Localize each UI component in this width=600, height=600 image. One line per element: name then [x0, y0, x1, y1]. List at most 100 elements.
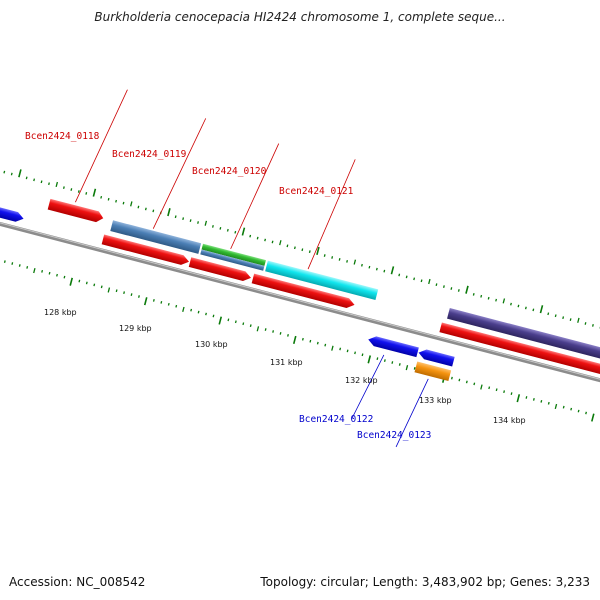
cds-arrow-bcen2424-0122[interactable] — [367, 335, 419, 358]
minor-tick — [70, 188, 73, 191]
minor-tick — [324, 343, 327, 347]
minor-tick — [480, 384, 483, 390]
minor-tick — [33, 178, 36, 182]
minor-tick — [457, 289, 460, 292]
minor-tick — [234, 230, 237, 234]
minor-tick — [249, 324, 252, 328]
minor-tick — [205, 312, 207, 316]
feature-bar-orange[interactable] — [414, 361, 452, 382]
major-tick — [367, 355, 372, 364]
minor-tick — [331, 256, 334, 259]
feature-bar-purple[interactable] — [447, 308, 600, 375]
minor-tick — [361, 353, 364, 357]
minor-tick — [182, 217, 185, 221]
minor-tick — [540, 399, 543, 403]
minor-tick — [562, 316, 565, 320]
gene-label-bcen2424-0122[interactable]: Bcen2424_0122 — [299, 414, 373, 425]
major-tick — [465, 285, 469, 294]
gene-label-bcen2424-0120[interactable]: Bcen2424_0120 — [192, 166, 267, 177]
minor-tick — [391, 361, 394, 364]
minor-tick — [93, 283, 96, 287]
minor-tick — [219, 226, 222, 230]
minor-tick — [532, 308, 535, 312]
gene-label-bcen2424-0123[interactable]: Bcen2424_0123 — [357, 430, 431, 441]
minor-tick — [107, 287, 111, 293]
kbp-label: 130 kbp — [195, 340, 228, 349]
minor-tick — [524, 306, 527, 310]
cds-arrow-bcen2424-0121[interactable] — [251, 273, 356, 310]
reverse-cds-track — [367, 335, 455, 382]
minor-tick — [167, 302, 170, 306]
minor-tick — [138, 295, 140, 298]
feature-bar-green[interactable] — [201, 243, 266, 266]
minor-tick — [413, 366, 416, 370]
minor-tick — [353, 259, 357, 265]
gene-label-bcen2424-0119[interactable]: Bcen2424_0119 — [112, 149, 187, 160]
major-tick — [316, 246, 320, 256]
minor-tick — [77, 190, 80, 193]
minor-tick — [293, 246, 296, 250]
minor-tick — [480, 294, 483, 298]
map-title: Burkholderia cenocepacia HI2424 chromoso… — [94, 10, 506, 24]
minor-tick — [405, 275, 408, 279]
minor-tick — [375, 267, 378, 271]
cds-arrow-bcen2424-0118[interactable] — [47, 198, 105, 224]
feature-bar-cyan[interactable] — [265, 260, 379, 301]
minor-tick — [271, 240, 274, 244]
minor-tick — [323, 254, 326, 257]
minor-tick — [40, 180, 43, 184]
minor-tick — [48, 271, 51, 275]
minor-tick — [279, 240, 282, 246]
minor-tick — [3, 260, 6, 263]
minor-tick — [286, 244, 289, 248]
minor-tick — [383, 269, 386, 273]
cds-arrow-bcen2424-0123[interactable] — [417, 348, 455, 367]
minor-tick — [592, 324, 594, 327]
minor-tick — [55, 181, 59, 188]
cds-arrow-bcen2424-0119[interactable] — [101, 234, 191, 267]
minor-tick — [107, 197, 110, 201]
minor-tick — [85, 281, 88, 285]
gene-label-bcen2424-0121[interactable]: Bcen2424_0121 — [279, 186, 354, 197]
minor-tick — [85, 192, 88, 195]
minor-tick — [115, 289, 118, 293]
cds-arrow[interactable] — [0, 205, 25, 224]
minor-tick — [525, 396, 528, 399]
minor-tick — [160, 300, 163, 304]
major-tick — [292, 335, 297, 345]
minor-tick — [517, 304, 520, 308]
minor-tick — [376, 357, 379, 361]
minor-tick — [577, 317, 580, 323]
minor-tick — [584, 322, 587, 325]
genome-backbone — [0, 186, 600, 420]
kbp-label: 129 kbp — [119, 324, 152, 333]
minor-tick — [405, 365, 409, 371]
feature-bar-steel[interactable] — [110, 220, 202, 254]
major-tick — [92, 188, 97, 197]
minor-tick — [122, 201, 125, 205]
minor-tick — [144, 207, 147, 211]
cds-arrow-bcen2424-0120[interactable] — [188, 257, 252, 283]
feature-bar-steel-small[interactable] — [200, 249, 265, 271]
minor-tick — [211, 225, 214, 228]
cds-arrow[interactable] — [439, 322, 600, 398]
major-tick — [241, 227, 246, 236]
minor-tick — [189, 219, 192, 222]
minor-tick — [10, 172, 13, 176]
minor-tick — [354, 351, 357, 355]
major-tick — [218, 316, 223, 325]
minor-tick — [585, 411, 587, 415]
minor-tick — [562, 405, 565, 409]
minor-tick — [450, 376, 453, 380]
minor-tick — [227, 318, 230, 322]
minor-tick — [301, 337, 304, 341]
kbp-label: 133 kbp — [419, 396, 452, 405]
minor-tick — [174, 215, 177, 219]
minor-tick — [152, 209, 155, 213]
minor-tick — [472, 292, 475, 296]
gene-label-bcen2424-0118[interactable]: Bcen2424_0118 — [25, 131, 100, 142]
major-tick — [69, 277, 73, 286]
minor-tick — [435, 283, 438, 287]
minor-tick — [242, 322, 245, 326]
